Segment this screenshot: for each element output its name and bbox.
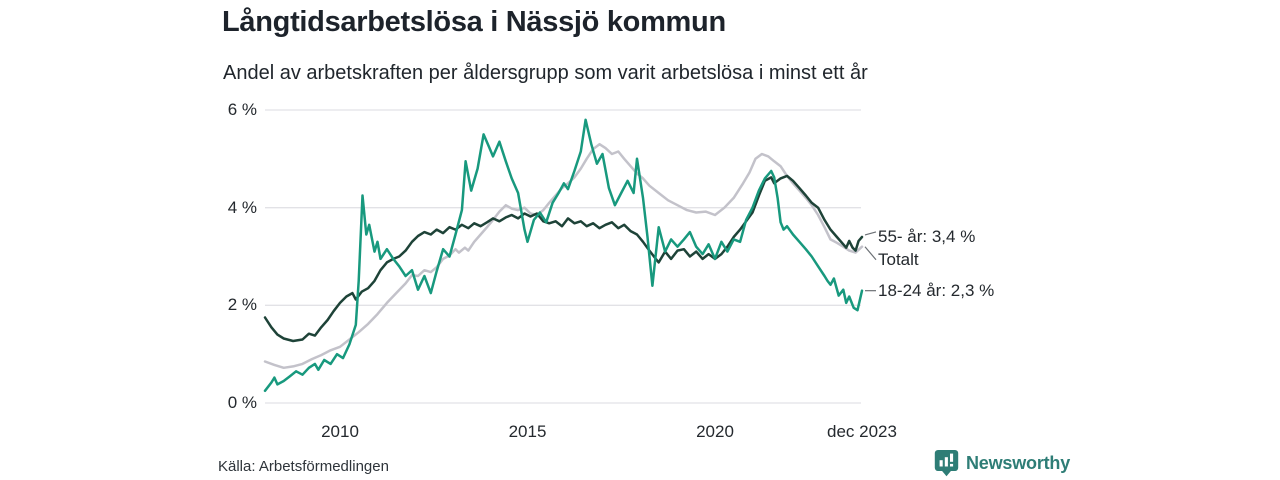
chart-subtitle: Andel av arbetskraften per åldersgrupp s… xyxy=(223,62,868,84)
page-title: Långtidsarbetslösa i Nässjö kommun xyxy=(222,6,726,38)
series-label-totalt: Totalt xyxy=(878,249,919,269)
series-line-55-r xyxy=(263,174,864,343)
series-label-55-ar: 55- år: 3,4 % xyxy=(878,226,976,246)
newsworthy-logo: Newsworthy xyxy=(934,449,1070,477)
annotation-connector xyxy=(864,231,877,236)
x-axis-tick-label: dec 2023 xyxy=(827,422,897,441)
y-axis-tick-label: 0 % xyxy=(227,393,257,412)
source-caption: Källa: Arbetsförmedlingen xyxy=(218,458,389,475)
x-axis-tick-label: 2020 xyxy=(696,422,734,441)
x-axis-tick-label: 2015 xyxy=(508,422,547,441)
y-axis-tick-label: 6 % xyxy=(227,100,257,119)
series-line-18-24-r xyxy=(263,118,864,393)
series-label-18-24-ar: 18-24 år: 2,3 % xyxy=(878,280,995,300)
x-axis-tick-label: 2010 xyxy=(321,422,359,441)
y-axis-tick-label: 4 % xyxy=(227,197,257,217)
annotation-connector xyxy=(864,246,877,261)
y-axis-tick-label: 2 % xyxy=(227,295,257,315)
brand-name: Newsworthy xyxy=(966,452,1071,473)
series-line-totalt xyxy=(263,142,864,370)
bar-chart-pin-icon xyxy=(934,449,959,477)
